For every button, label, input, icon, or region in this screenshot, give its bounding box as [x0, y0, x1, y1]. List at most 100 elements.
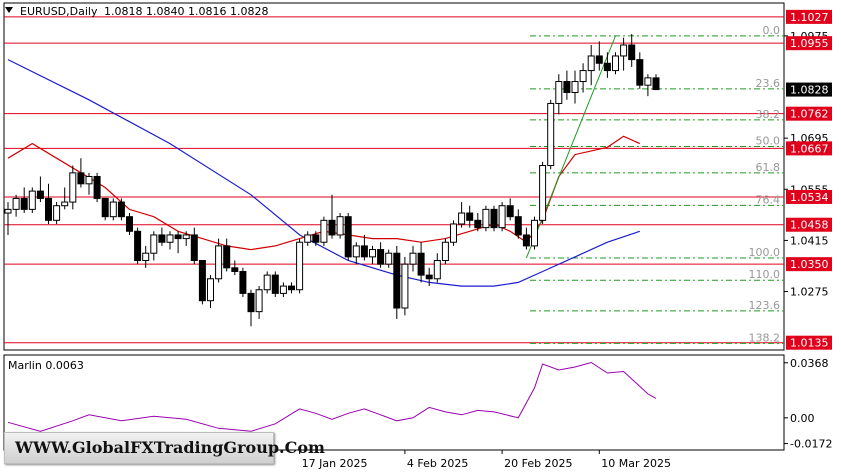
fib-level-label: 100.0 — [749, 246, 781, 259]
candle-body — [636, 59, 644, 86]
candle-body — [506, 205, 514, 218]
price-axis: 1.09751.06951.05551.04151.02751.10271.09… — [784, 9, 832, 451]
fib-level-label: 110.0 — [749, 268, 781, 281]
level-price-label: 1.0534 — [790, 191, 829, 204]
marlin-tick-label: 0.00 — [790, 412, 815, 425]
candle-body — [514, 216, 522, 236]
fib-level-label: 61.8 — [756, 161, 781, 174]
candle-body — [344, 216, 352, 258]
candle-body — [255, 289, 263, 313]
candle-body — [231, 267, 239, 272]
candle-body — [571, 81, 579, 93]
candle-body — [644, 77, 652, 86]
candle-body — [263, 274, 271, 291]
candle-body — [579, 70, 587, 83]
level-price-label: 1.0458 — [790, 219, 829, 232]
candle-body — [53, 205, 61, 221]
current-price-label: 1.0828 — [790, 84, 829, 97]
fib-level-label: 0.0 — [763, 24, 781, 37]
level-price-tag — [786, 335, 832, 350]
candle-body — [425, 274, 433, 280]
candle-body — [587, 55, 595, 72]
candle-body — [522, 234, 530, 247]
level-price-tag — [786, 189, 832, 204]
candle-body — [304, 234, 312, 243]
candle-body — [182, 234, 190, 240]
level-price-tag — [786, 106, 832, 121]
watermark-text: WWW.GlobalFXTradingGroup.Com — [15, 438, 325, 457]
candle-body — [393, 252, 401, 309]
time-tick-label: 10 Mar 2025 — [601, 457, 671, 470]
candle-body — [628, 44, 636, 61]
candle-body — [247, 292, 255, 313]
candle-body — [336, 216, 344, 236]
candle-body — [117, 201, 125, 218]
price-panel: 0.0 23.6 38.2 50.0 61.8 76.4 100.0 110.0 123.6 13… — [3, 2, 785, 351]
candle-body — [539, 165, 547, 221]
level-price-label: 1.0135 — [790, 337, 829, 350]
candle-body — [45, 197, 52, 221]
candle-body — [4, 208, 12, 214]
candle-body — [296, 241, 304, 291]
candle-body — [498, 205, 506, 229]
price-tick-label: 1.0415 — [790, 234, 829, 247]
candle-body — [166, 234, 174, 243]
candle-body — [28, 190, 36, 210]
current-price-tag — [786, 82, 832, 97]
chart-header-symbol: EURUSD,Daily — [20, 5, 98, 18]
candle-body — [109, 201, 117, 218]
price-tick-label: 1.0275 — [790, 286, 829, 299]
candle-body — [490, 208, 498, 229]
candle-body — [61, 201, 69, 207]
level-price-tag — [786, 257, 832, 272]
candle-body — [352, 245, 360, 258]
fib-level-label: 138.2 — [749, 331, 781, 344]
candle-body — [85, 176, 93, 185]
candle-body — [417, 252, 425, 276]
marlin-label: Marlin 0.0063 — [8, 359, 84, 372]
candle-body — [612, 55, 619, 72]
candle-body — [620, 44, 628, 57]
marlin-tick-label: 0.0368 — [790, 357, 829, 370]
candle-body — [174, 234, 182, 240]
fib-trend-line — [525, 35, 616, 259]
marlin-line — [7, 361, 657, 432]
level-price-label: 1.0762 — [790, 108, 829, 121]
candle-body — [441, 241, 449, 262]
candle-body — [458, 212, 466, 225]
candle-body — [207, 278, 214, 302]
candle-body — [142, 252, 150, 262]
time-tick-label: 20 Feb 2025 — [504, 457, 572, 470]
candle-body — [531, 219, 538, 247]
candle-body — [93, 176, 101, 199]
level-price-tag — [786, 9, 832, 24]
fib-level-label: 38.2 — [756, 108, 781, 121]
candle-body — [450, 223, 457, 243]
candle-body — [158, 234, 166, 243]
candle-body — [474, 219, 482, 229]
candle-body — [12, 197, 20, 210]
level-price-label: 1.0350 — [790, 258, 829, 271]
candle-body — [36, 190, 44, 199]
candle-body — [69, 172, 77, 203]
watermark-banner: WWW.GlobalFXTradingGroup.Com — [4, 432, 325, 464]
candle-body — [134, 230, 142, 262]
candle-body — [547, 102, 555, 167]
candle-body — [320, 219, 328, 243]
candle-body — [150, 234, 158, 254]
candle-body — [198, 260, 206, 302]
fib-level-label: 23.6 — [756, 77, 781, 90]
candle-body — [288, 285, 295, 291]
marlin-panel — [3, 354, 785, 451]
candle-body — [271, 274, 279, 294]
level-price-label: 1.0955 — [790, 37, 829, 50]
collapse-triangle-icon[interactable] — [5, 7, 13, 13]
marlin-panel-frame — [3, 354, 785, 451]
level-price-label: 1.0667 — [790, 142, 829, 155]
candle-body — [239, 270, 247, 294]
candle-body — [190, 234, 198, 262]
candle-body — [385, 252, 393, 265]
candle-body — [377, 249, 385, 265]
candle-body — [101, 197, 109, 218]
